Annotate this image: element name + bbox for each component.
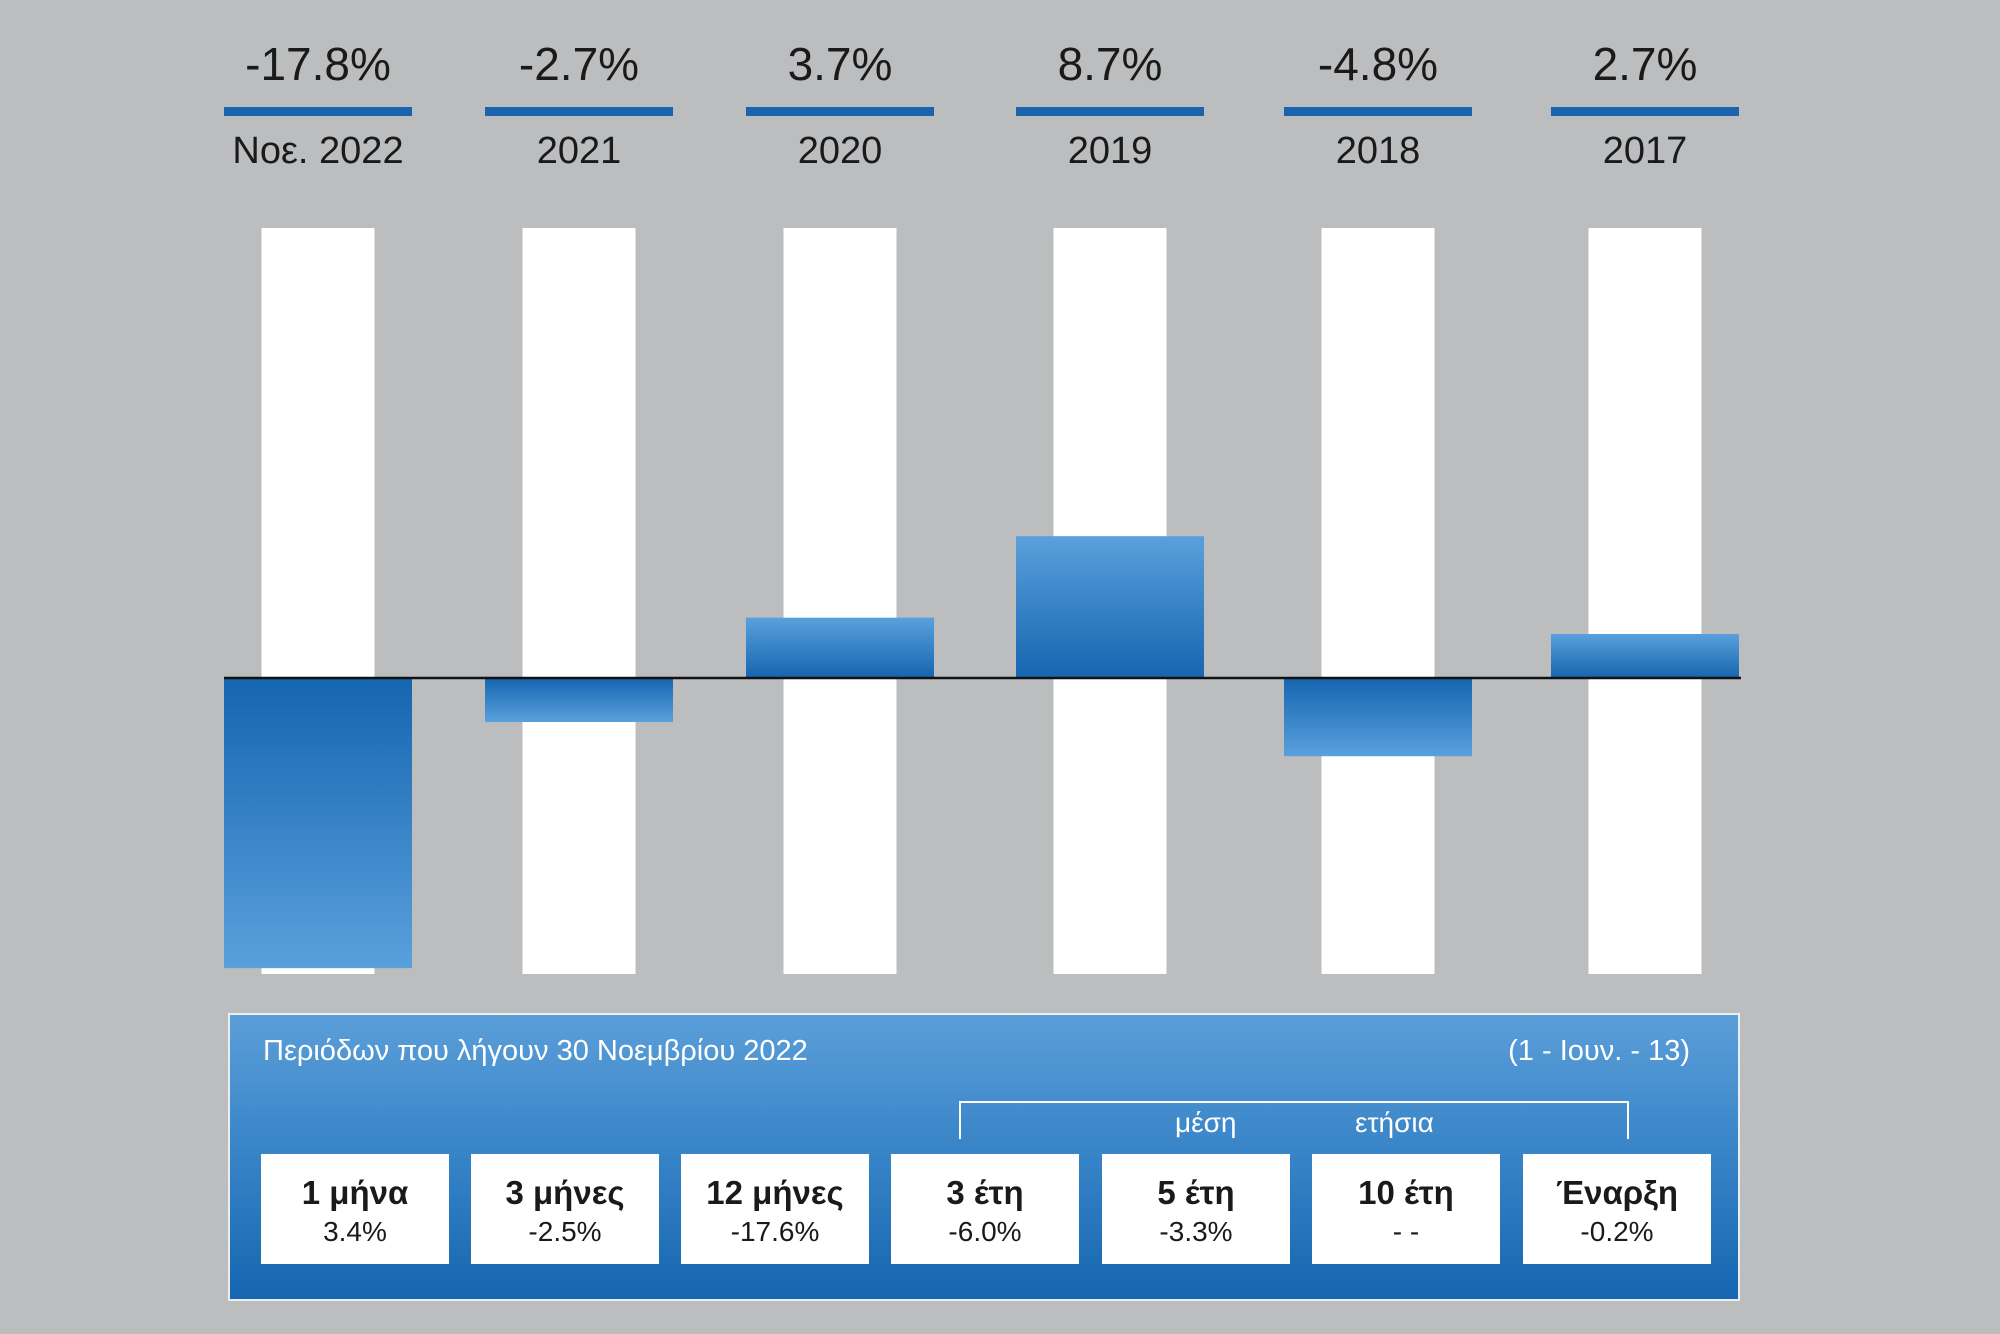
header-rule (1551, 107, 1739, 116)
bracket-word-average: μέση (1175, 1107, 1237, 1138)
value-label: 8.7% (1058, 38, 1163, 90)
header-rule (1284, 107, 1472, 116)
year-label: 2017 (1603, 130, 1688, 172)
year-label: 2018 (1336, 130, 1421, 172)
period-value: -2.5% (528, 1216, 602, 1247)
period-label: 10 έτη (1358, 1174, 1454, 1211)
period-caption: Περιόδων που λήγουν 30 Νοεμβρίου 2022 (263, 1035, 808, 1067)
period-box-10-years: 10 έτη - - (1312, 1154, 1500, 1264)
period-returns-panel: Περιόδων που λήγουν 30 Νοεμβρίου 2022 (1… (228, 1013, 1740, 1301)
value-label: -4.8% (1318, 38, 1438, 90)
background-columns (261, 228, 1702, 974)
bar-6 (1551, 633, 1739, 678)
background-column (1321, 228, 1435, 974)
header-rule (485, 107, 673, 116)
value-labels: -17.8% -2.7% 3.7% 8.7% -4.8% 2.7% (245, 38, 1697, 90)
period-value: -0.2% (1580, 1216, 1654, 1247)
background-column (1588, 228, 1702, 974)
inception-date-range: (1 - Ιουν. - 13) (1508, 1035, 1690, 1067)
period-value: 3.4% (323, 1216, 387, 1247)
value-label: 3.7% (788, 38, 893, 90)
year-label: 2021 (537, 130, 622, 172)
period-boxes: 1 μήνα 3.4% 3 μήνες -2.5% 12 μήνες -17.6… (261, 1154, 1711, 1264)
period-label: 3 μήνες (505, 1174, 625, 1211)
header-rules (224, 107, 1739, 116)
bar-3 (746, 617, 934, 678)
bar-2 (485, 678, 673, 723)
period-box-inception: Έναρξη -0.2% (1523, 1154, 1711, 1264)
period-label: 12 μήνες (706, 1174, 844, 1211)
period-box-3-years: 3 έτη -6.0% (891, 1154, 1079, 1264)
background-column (783, 228, 897, 974)
period-box-3-months: 3 μήνες -2.5% (471, 1154, 659, 1264)
bar-4 (1016, 536, 1204, 678)
bracket-word-annual: ετήσια (1355, 1107, 1434, 1138)
header-rule (746, 107, 934, 116)
average-annual-bracket (959, 1101, 1629, 1139)
period-value: -6.0% (948, 1216, 1022, 1247)
value-label: -17.8% (245, 38, 391, 90)
bars (224, 536, 1739, 969)
header-rule (224, 107, 412, 116)
bar-5 (1284, 678, 1472, 757)
period-label: 3 έτη (946, 1174, 1024, 1211)
period-value: - - (1392, 1216, 1420, 1247)
bar-1 (224, 678, 412, 969)
header-rule (1016, 107, 1204, 116)
year-label: Νοε. 2022 (232, 130, 403, 172)
period-label: Έναρξη (1555, 1174, 1679, 1211)
year-labels: Νοε. 2022 2021 2020 2019 2018 2017 (232, 130, 1687, 172)
period-box-1-month: 1 μήνα 3.4% (261, 1154, 449, 1264)
period-label: 5 έτη (1157, 1174, 1235, 1211)
year-label: 2019 (1068, 130, 1153, 172)
value-label: -2.7% (519, 38, 639, 90)
annual-returns-chart: -17.8% -2.7% 3.7% 8.7% -4.8% 2.7% Νοε. 2022 20… (224, 38, 1741, 974)
year-label: 2020 (798, 130, 883, 172)
value-label: 2.7% (1593, 38, 1698, 90)
period-box-12-months: 12 μήνες -17.6% (681, 1154, 869, 1264)
background-column (522, 228, 636, 974)
period-value: -3.3% (1159, 1216, 1233, 1247)
period-value: -17.6% (730, 1216, 820, 1247)
period-label: 1 μήνα (301, 1174, 409, 1211)
period-box-5-years: 5 έτη -3.3% (1102, 1154, 1290, 1264)
